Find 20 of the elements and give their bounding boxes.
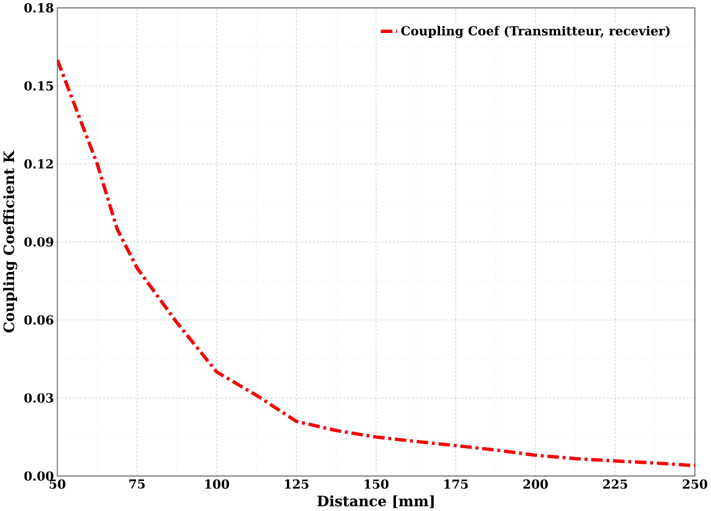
y-tick-label: 0.15 bbox=[24, 81, 54, 90]
x-tick-label: 75 bbox=[129, 479, 145, 488]
y-tick-label: 0.12 bbox=[24, 159, 53, 168]
y-tick-label: 0.06 bbox=[24, 315, 54, 325]
y-tick-label: 0.00 bbox=[24, 471, 54, 481]
line-series bbox=[57, 58, 695, 468]
y-tick-label: 0.09 bbox=[24, 237, 54, 247]
x-tick-label: 200 bbox=[523, 479, 548, 489]
x-tick-label: 150 bbox=[364, 479, 388, 489]
y-tick-label: 0.03 bbox=[24, 393, 54, 403]
x-tick-label: 125 bbox=[284, 479, 308, 489]
y-tick-label: 0.18 bbox=[24, 3, 54, 12]
x-tick-label: 250 bbox=[682, 479, 708, 489]
x-axis-title: Distance [mm] bbox=[317, 495, 434, 508]
y-axis-title: Coupling Coefficient K bbox=[3, 150, 18, 332]
x-tick-label: 50 bbox=[50, 479, 66, 489]
x-tick-label: 100 bbox=[205, 479, 230, 489]
legend-label: Coupling Coef (Transmitteur, recevier) bbox=[401, 26, 670, 38]
x-tick-label: 175 bbox=[444, 479, 468, 489]
x-tick-label: 225 bbox=[603, 479, 628, 489]
